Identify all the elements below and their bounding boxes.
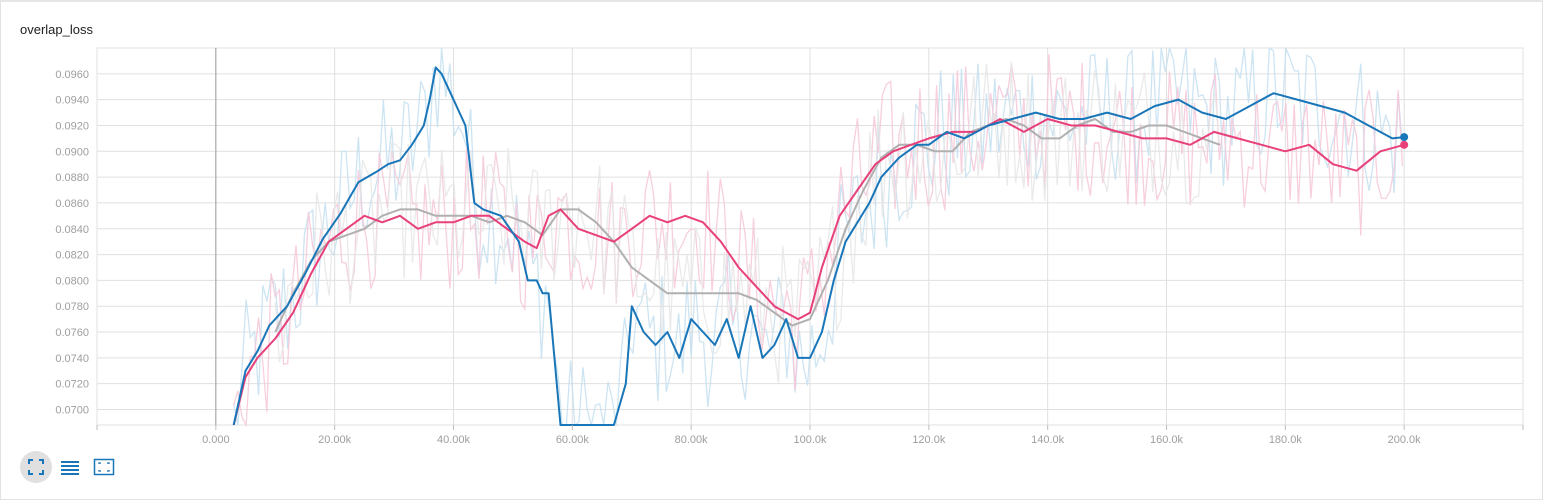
x-tick-label: 80.00k (675, 434, 709, 446)
x-tick-label: 60.00k (556, 434, 590, 446)
x-tick-label: 200.0k (1388, 434, 1422, 446)
x-tick-label: 120.0k (912, 434, 946, 446)
axis-layer: 0.000 20.00k 40.00k 60.00k 80.00k 100.0k 120.0… (55, 48, 1524, 446)
series-line (232, 66, 1405, 426)
chart-title: overlap_loss (20, 22, 93, 37)
fullscreen-button[interactable] (20, 451, 52, 483)
x-tick-label: 0.000 (202, 434, 230, 446)
toggle-log-scale-button[interactable] (54, 451, 86, 483)
y-tick-label: 0.0800 (55, 275, 89, 287)
raw-series-line (233, 54, 1404, 428)
y-tick-label: 0.0940 (55, 95, 89, 107)
y-tick-label: 0.0880 (55, 172, 89, 184)
series-layer (232, 66, 1409, 426)
x-tick-label: 20.00k (318, 434, 352, 446)
raw-series-line (274, 61, 1221, 384)
y-tick-label: 0.0900 (55, 146, 89, 158)
fullscreen-icon (28, 459, 44, 475)
chart-toolbar (20, 451, 122, 483)
y-tick-label: 0.0960 (55, 69, 89, 81)
raw-lines-layer (233, 46, 1404, 428)
series-end-point (1400, 133, 1409, 142)
y-tick-label: 0.0780 (55, 301, 89, 313)
x-tick-label: 40.00k (437, 434, 471, 446)
x-tick-label: 100.0k (793, 434, 827, 446)
y-tick-label: 0.0820 (55, 250, 89, 262)
x-tick-label: 160.0k (1150, 434, 1184, 446)
raw-series-line (233, 46, 1404, 427)
x-tick-label: 180.0k (1269, 434, 1303, 446)
y-tick-label: 0.0720 (55, 379, 89, 391)
y-tick-label: 0.0740 (55, 353, 89, 365)
grid-layer (96, 47, 1524, 426)
series-end-point (1400, 140, 1409, 149)
x-tick-label: 140.0k (1031, 434, 1065, 446)
list-icon (61, 461, 79, 475)
y-tick-label: 0.0840 (55, 224, 89, 236)
y-tick-label: 0.0700 (55, 405, 89, 417)
series-line (274, 118, 1221, 333)
fit-domain-button[interactable] (88, 451, 120, 483)
series-line (232, 118, 1405, 426)
y-tick-label: 0.0760 (55, 327, 89, 339)
y-tick-label: 0.0920 (55, 120, 89, 132)
fit-domain-icon (93, 458, 115, 476)
y-tick-label: 0.0860 (55, 198, 89, 210)
